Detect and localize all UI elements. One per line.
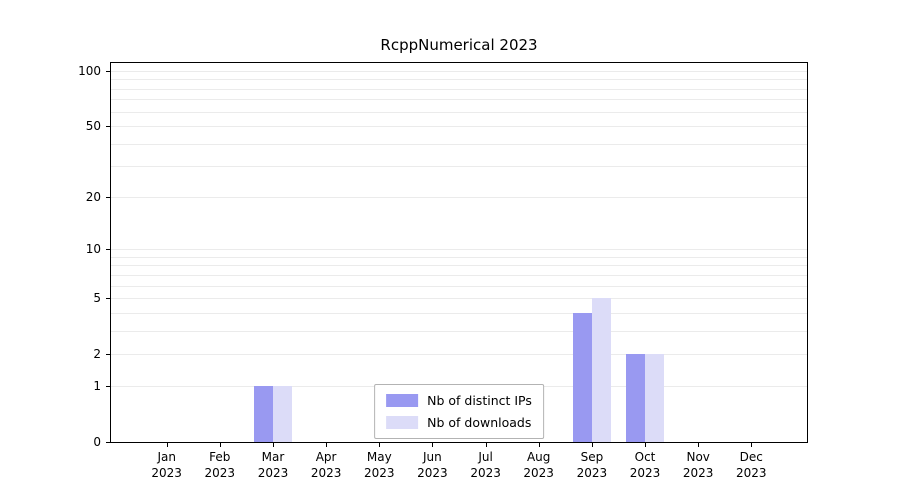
x-axis-label-line: 2023 [417, 465, 448, 480]
x-axis-label-line: Jul [478, 450, 493, 464]
x-axis-label: Dec 2023 [719, 450, 783, 481]
gridline [111, 353, 807, 355]
gridline [111, 143, 807, 145]
x-axis-label-line: 2023 [151, 465, 182, 480]
x-axis-label-line: Dec [739, 450, 763, 464]
bar-downloads [273, 386, 292, 442]
x-axis-label-line: 2023 [576, 465, 608, 480]
x-axis-label: Sep 2023 [560, 450, 624, 481]
plot-area: Nb of distinct IPs Nb of downloads 0 1 2 5 1… [78, 62, 808, 480]
x-axis-label-line: May [366, 450, 392, 464]
y-axis-tick [106, 442, 111, 443]
x-axis-label-line: Nov [686, 450, 710, 464]
gridline [111, 330, 807, 332]
x-axis-label-line: 2023 [310, 465, 342, 480]
x-axis-label: Feb 2023 [188, 450, 252, 481]
y-axis-tick [106, 386, 111, 388]
gridline [111, 274, 807, 276]
x-axis-label: Nov 2023 [666, 450, 730, 481]
legend: Nb of distinct IPs Nb of downloads [374, 384, 544, 439]
gridline [111, 249, 807, 251]
x-axis-label-line: Jun [423, 450, 442, 464]
x-axis-tick [485, 442, 487, 447]
legend-label-distinct-ips: Nb of distinct IPs [427, 393, 532, 408]
x-axis-tick [432, 442, 434, 447]
x-axis-label-line: 2023 [523, 465, 554, 480]
bar-downloads [591, 298, 611, 442]
y-axis-label: 0 [93, 435, 101, 449]
y-axis-label: 10 [85, 242, 101, 257]
x-axis-label-line: Feb [209, 450, 231, 464]
x-axis-label: Jun 2023 [400, 450, 464, 481]
x-axis-label-line: 2023 [736, 465, 767, 480]
gridline [111, 99, 807, 101]
gridline [111, 71, 807, 72]
x-axis-tick [591, 442, 593, 447]
x-axis-label-line: Sep [580, 450, 604, 464]
gridline [111, 256, 807, 258]
x-axis-tick [751, 442, 753, 447]
y-axis-label: 20 [85, 190, 101, 205]
y-axis-tick [106, 353, 111, 355]
chart-title: RcppNumerical 2023 [380, 36, 538, 54]
x-axis-tick [326, 442, 328, 447]
y-axis-label: 5 [93, 291, 101, 305]
x-axis-label: Mar 2023 [241, 450, 305, 481]
legend-item-distinct-ips: Nb of distinct IPs [386, 393, 532, 408]
x-axis-tick [645, 442, 646, 447]
legend-label-downloads: Nb of downloads [427, 415, 532, 430]
x-axis-label-line: Oct [634, 450, 656, 464]
y-axis-tick [106, 249, 111, 251]
legend-swatch-distinct-ips [386, 394, 419, 407]
gridline [111, 88, 807, 90]
y-axis-label: 50 [85, 118, 101, 133]
gridline [111, 298, 807, 299]
x-axis-label: Jul 2023 [454, 450, 518, 481]
x-axis-label: May 2023 [347, 450, 411, 481]
bar-downloads [645, 353, 664, 442]
x-axis-label-line: 2023 [470, 465, 501, 480]
gridline [111, 165, 807, 167]
gridline [111, 265, 807, 267]
x-axis-tick [273, 442, 274, 447]
x-axis-label-line: 2023 [364, 465, 395, 480]
x-axis-tick [379, 442, 381, 447]
gridline [111, 285, 807, 287]
x-axis-label: Aug 2023 [507, 450, 571, 481]
bar-distinct-ips [572, 312, 592, 442]
x-axis-label-line: Jan [157, 450, 176, 464]
y-axis-label: 100 [78, 64, 101, 78]
y-axis-tick [106, 125, 111, 127]
y-axis-label: 2 [93, 346, 101, 361]
bar-distinct-ips [626, 353, 645, 442]
x-axis-label: Oct 2023 [613, 450, 677, 481]
gridline [111, 79, 807, 81]
y-axis-tick [106, 298, 111, 299]
x-axis-tick [166, 442, 168, 447]
gridline [111, 197, 807, 199]
x-axis-label: Apr 2023 [294, 450, 358, 481]
y-axis-label: 1 [93, 379, 101, 394]
gridline [111, 125, 807, 127]
x-axis-tick [698, 442, 700, 447]
x-axis-label-line: 2023 [257, 465, 289, 480]
x-axis-label-line: 2023 [629, 465, 661, 480]
y-axis-tick [106, 71, 111, 72]
x-axis-label-line: 2023 [682, 465, 714, 480]
x-axis-label-line: Apr [315, 450, 337, 464]
gridline [111, 111, 807, 113]
x-axis-label-line: Aug [526, 450, 551, 464]
bar-distinct-ips [254, 386, 273, 442]
x-axis-label-line: Mar [261, 450, 285, 464]
x-axis-tick [538, 442, 540, 447]
x-axis-tick [219, 442, 221, 447]
legend-item-downloads: Nb of downloads [386, 415, 532, 430]
x-axis-label: Jan 2023 [135, 450, 199, 481]
gridline [111, 312, 807, 314]
x-axis-label-line: 2023 [204, 465, 236, 480]
legend-swatch-downloads [386, 416, 419, 429]
y-axis-tick [106, 197, 111, 199]
